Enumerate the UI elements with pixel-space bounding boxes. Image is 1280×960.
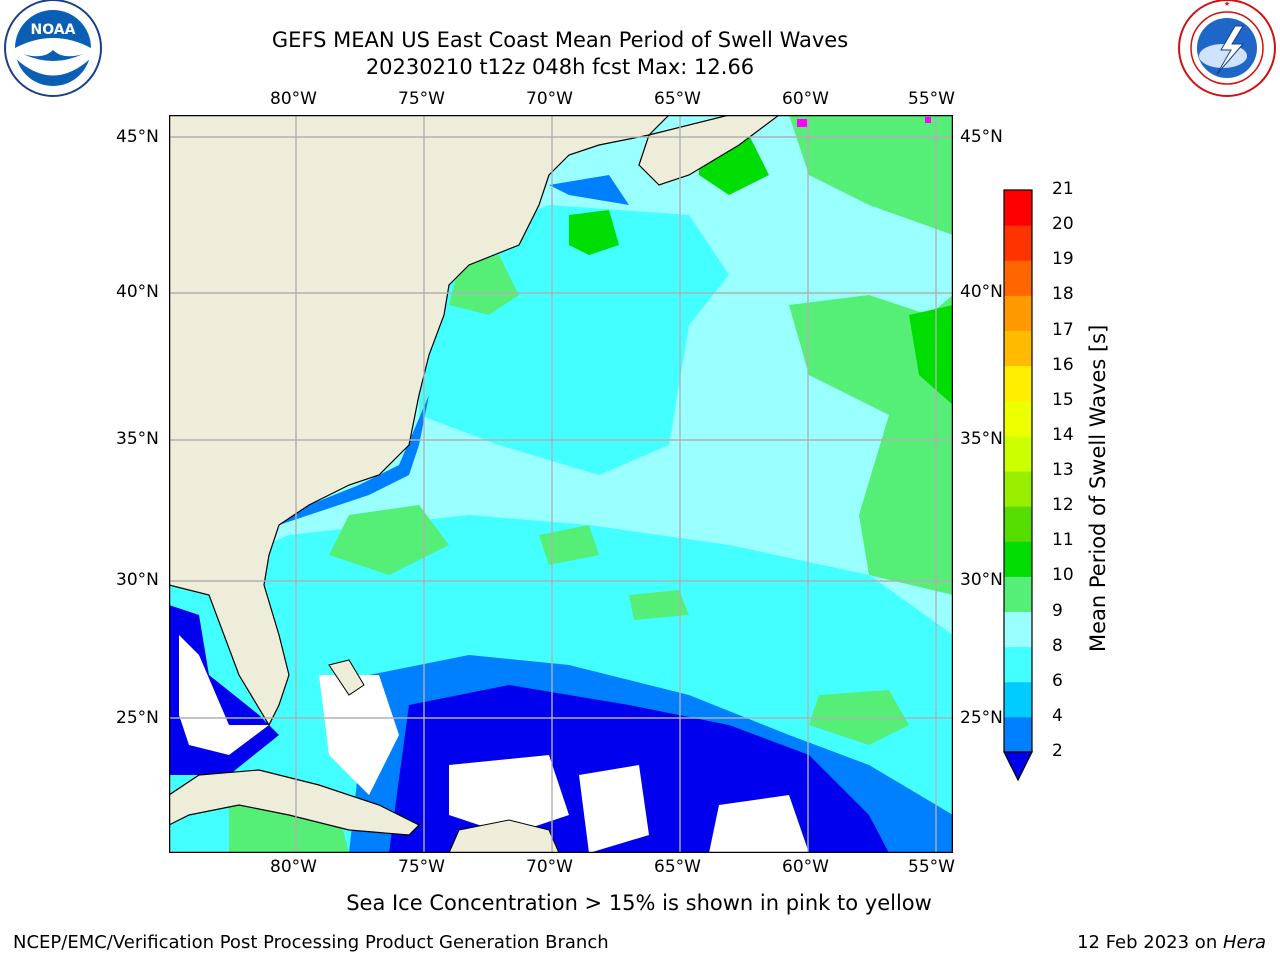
lon-tick-bottom: 55°W xyxy=(908,857,955,877)
footer-date: 12 Feb 2023 on Hera xyxy=(1077,932,1266,953)
land-north-america xyxy=(169,115,670,727)
colorbar-bin xyxy=(1004,576,1032,612)
colorbar-tick-label: 21 xyxy=(1052,179,1074,199)
period-zone-10-11 xyxy=(569,210,619,255)
land-hispaniola xyxy=(448,819,560,853)
lon-tick-bottom: 60°W xyxy=(782,857,829,877)
sea-ice-mark xyxy=(797,119,807,127)
colorbar-bin xyxy=(1004,295,1032,331)
colorbar-tick-label: 2 xyxy=(1052,741,1063,761)
period-zone-9-10-east xyxy=(789,295,953,595)
colorbar xyxy=(1003,189,1033,782)
svg-text:★: ★ xyxy=(1224,0,1230,8)
noaa-logo-text: NOAA xyxy=(31,22,76,38)
footer-credit: NCEP/EMC/Verification Post Processing Pr… xyxy=(13,932,609,953)
lat-tick-left: 25°N xyxy=(116,708,159,728)
colorbar-bin xyxy=(1004,365,1032,402)
colorbar-bin xyxy=(1004,260,1032,296)
colorbar-bin xyxy=(1004,611,1032,648)
lat-tick-right: 30°N xyxy=(960,570,1003,590)
colorbar-bin xyxy=(1004,330,1032,367)
colorbar-tick-label: 15 xyxy=(1052,389,1074,410)
lon-tick-bottom: 80°W xyxy=(270,857,317,877)
lat-tick-left: 40°N xyxy=(116,282,159,302)
map-title: GEFS MEAN US East Coast Mean Period of S… xyxy=(271,28,849,52)
nws-logo: ★ xyxy=(1178,0,1276,97)
footer-date-text: 12 Feb 2023 on xyxy=(1077,932,1223,953)
lat-tick-left: 45°N xyxy=(116,127,159,147)
lon-tick-top: 55°W xyxy=(908,89,955,109)
colorbar-title: Mean Period of Swell Waves [s] xyxy=(1086,324,1110,652)
colorbar-bin xyxy=(1004,400,1032,437)
swell-period-map xyxy=(169,115,953,853)
lon-tick-bottom: 75°W xyxy=(398,857,445,877)
colorbar-bin xyxy=(1004,471,1032,507)
lon-tick-top: 80°W xyxy=(270,89,317,109)
lon-tick-bottom: 70°W xyxy=(526,857,573,877)
graticule xyxy=(169,115,953,853)
masked-area xyxy=(179,635,269,755)
map-frame xyxy=(169,115,953,853)
colorbar-bin xyxy=(1004,646,1032,683)
lon-tick-top: 60°W xyxy=(782,89,829,109)
footer-machine: Hera xyxy=(1222,932,1266,953)
lat-tick-left: 35°N xyxy=(116,429,159,449)
colorbar-tick-label: 19 xyxy=(1052,249,1074,270)
colorbar-frame xyxy=(1003,189,1033,753)
lon-tick-bottom: 65°W xyxy=(654,857,701,877)
colorbar-bin xyxy=(1004,716,1032,753)
sea-ice-note: Sea Ice Concentration > 15% is shown in … xyxy=(346,891,932,915)
colorbar-bin xyxy=(1004,541,1032,577)
period-zone-9-10-north xyxy=(449,255,519,315)
lat-tick-left: 30°N xyxy=(116,570,159,590)
colorbar-extend-triangle xyxy=(1003,751,1033,782)
colorbar-tick-label: 18 xyxy=(1052,284,1074,305)
land-cuba xyxy=(169,769,421,836)
colorbar-tick-label: 14 xyxy=(1052,424,1074,445)
colorbar-bin xyxy=(1004,506,1032,542)
colorbar-tick-label: 6 xyxy=(1052,670,1063,691)
lon-tick-top: 70°W xyxy=(526,89,573,109)
lon-tick-top: 65°W xyxy=(654,89,701,109)
land-nova-scotia xyxy=(638,115,780,186)
colorbar-bin xyxy=(1004,225,1032,261)
colorbar-labels: 2 4 6 8 9 10 11 12 13 14 15 16 17 18 19 20 21 xyxy=(1052,0,1092,960)
colorbar-tick-label: 4 xyxy=(1052,705,1063,726)
period-zone-9-10-northeast xyxy=(789,115,953,235)
lat-tick-right: 25°N xyxy=(960,708,1003,728)
colorbar-tick-label: 10 xyxy=(1052,565,1074,586)
land-bahamas xyxy=(328,659,365,696)
colorbar-bin xyxy=(1004,435,1032,472)
colorbar-tick-label: 8 xyxy=(1052,635,1063,656)
colorbar-bin xyxy=(1004,190,1032,226)
colorbar-tick-label: 9 xyxy=(1052,600,1063,621)
period-zone-4-6-coast xyxy=(279,395,429,525)
lat-tick-right: 40°N xyxy=(960,282,1003,302)
period-zone-9-10-central xyxy=(329,505,449,575)
lon-tick-top: 75°W xyxy=(398,89,445,109)
colorbar-tick-label: 17 xyxy=(1052,319,1074,340)
colorbar-tick-label: 11 xyxy=(1052,530,1074,551)
lat-tick-right: 45°N xyxy=(960,127,1003,147)
colorbar-tick-label: 16 xyxy=(1052,354,1074,375)
colorbar-tick-label: 13 xyxy=(1052,460,1074,480)
colorbar-bin xyxy=(1004,681,1032,718)
lat-tick-right: 35°N xyxy=(960,429,1003,449)
colorbar-tick-label: 20 xyxy=(1052,214,1074,235)
noaa-logo: NOAA xyxy=(4,0,102,97)
map-subtitle: 20230210 t12z 048h fcst Max: 12.66 xyxy=(365,55,755,79)
colorbar-tick-label: 12 xyxy=(1052,495,1074,516)
